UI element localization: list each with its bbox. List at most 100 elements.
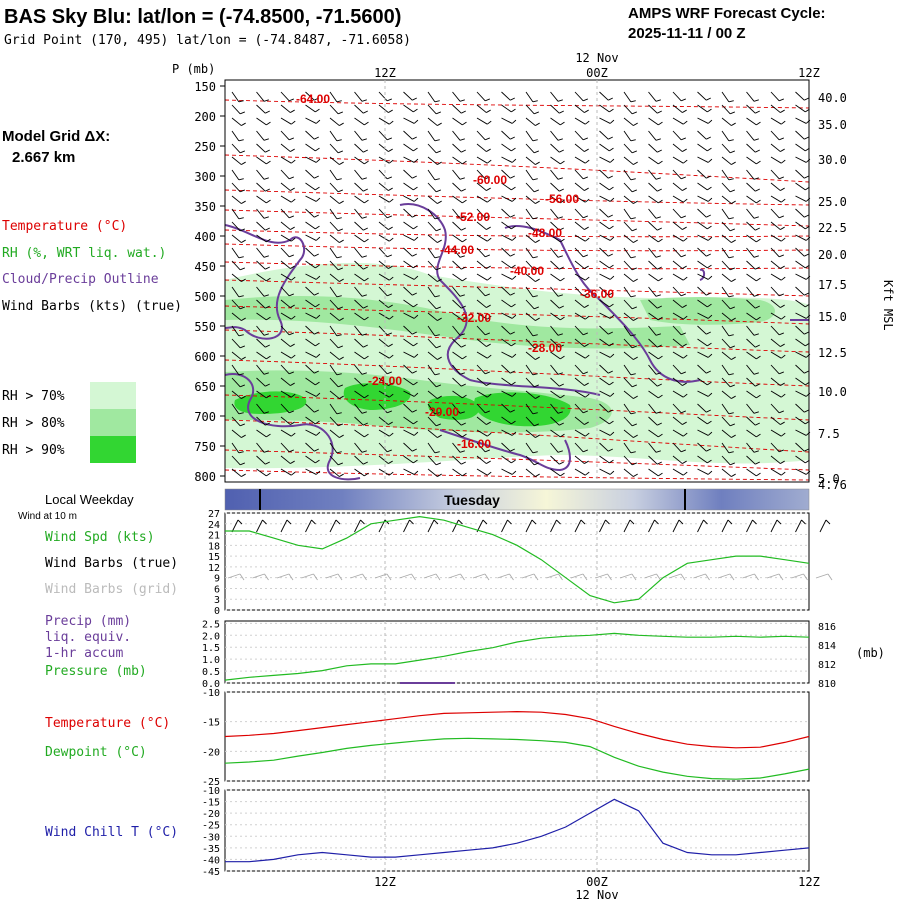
profile-wind-barb-flag xyxy=(361,138,367,141)
surface-wind-barb-grid xyxy=(791,573,804,579)
profile-wind-barb xyxy=(697,312,709,319)
profile-wind-barb-flag xyxy=(387,215,392,219)
profile-wind-barb-flag xyxy=(755,266,760,270)
precip-ticks: 2.52.01.51.00.50.0 xyxy=(202,619,220,690)
profile-wind-barb xyxy=(697,455,708,464)
profile-wind-barb xyxy=(378,156,390,164)
profile-wind-barb-flag xyxy=(487,432,492,437)
profile-wind-barb-flag xyxy=(387,176,392,180)
profile-wind-barb xyxy=(403,338,414,347)
pressure-tick: 800 xyxy=(194,470,216,484)
profile-wind-barb xyxy=(231,143,241,154)
profile-wind-barb-flag xyxy=(459,99,465,102)
profile-wind-barb-flag xyxy=(413,431,419,436)
profile-wind-barb xyxy=(599,299,610,308)
temperature-contour xyxy=(224,305,810,325)
profile-wind-barb-flag xyxy=(412,370,417,374)
profile-wind-barb xyxy=(231,312,242,321)
profile-wind-barb-flag xyxy=(728,334,734,337)
profile-wind-barb-flag xyxy=(681,254,686,258)
profile-wind-barb xyxy=(476,338,487,347)
profile-wind-barb xyxy=(648,234,659,243)
surface-wind-barb-grid xyxy=(546,573,559,579)
profile-wind-barb xyxy=(623,273,634,282)
profile-wind-barb-flag xyxy=(731,356,736,360)
profile-wind-barb-flag xyxy=(364,394,369,399)
profile-wind-barb xyxy=(329,169,338,181)
profile-wind-barb-flag xyxy=(388,187,393,191)
profile-wind-barb-flag xyxy=(756,277,761,282)
pressure-axis-title: P (mb) xyxy=(172,62,215,76)
profile-wind-barb xyxy=(403,403,413,413)
profile-wind-barb-flag xyxy=(682,421,687,425)
profile-wind-barb xyxy=(305,312,317,319)
temp-contour-label: -44.00 xyxy=(440,243,474,257)
profile-wind-barb-flag xyxy=(339,161,344,165)
temperature-contour xyxy=(224,99,810,109)
profile-wind-barb xyxy=(599,351,611,358)
profile-wind-barb xyxy=(305,416,316,425)
profile-wind-barb-flag xyxy=(364,199,369,204)
profile-wind-barb-flag xyxy=(363,227,368,231)
profile-wind-barb-flag xyxy=(584,460,589,464)
profile-wind-barb xyxy=(329,234,340,243)
profile-wind-barb-flag xyxy=(682,109,687,113)
profile-wind-barb-flag xyxy=(681,371,686,375)
profile-wind-barb-flag xyxy=(804,370,809,374)
profile-wind-barb-flag xyxy=(655,99,661,102)
profile-wind-barb-flag xyxy=(240,384,245,388)
profile-wind-barb xyxy=(231,455,241,466)
profile-wind-barb xyxy=(403,429,415,436)
profile-wind-barb-flag xyxy=(315,147,320,152)
profile-wind-barb-flag xyxy=(338,462,343,466)
profile-wind-barb-flag xyxy=(388,460,393,464)
profile-wind-barb-flag xyxy=(413,264,418,269)
profile-wind-barb xyxy=(648,416,658,426)
axis-bottom-date: 12 Nov xyxy=(575,888,618,900)
profile-wind-barb xyxy=(354,312,365,321)
pressure-tick: 200 xyxy=(194,110,216,124)
profile-wind-barb-flag xyxy=(462,238,467,243)
profile-wind-barb xyxy=(623,325,632,337)
profile-wind-barb-flag xyxy=(389,354,394,359)
profile-wind-barb-flag xyxy=(756,199,761,204)
profile-wind-barb xyxy=(574,377,585,386)
profile-wind-barb xyxy=(403,195,415,202)
profile-wind-barb-flag xyxy=(437,161,442,165)
profile-wind-barb xyxy=(476,143,487,152)
profile-wind-barb-flag xyxy=(657,149,662,153)
profile-wind-barb-flag xyxy=(534,189,539,193)
profile-wind-barb-flag xyxy=(681,332,686,336)
profile-wind-barb xyxy=(525,169,534,181)
profile-wind-barb xyxy=(623,377,633,388)
profile-wind-barb-flag xyxy=(361,255,367,258)
profile-wind-barb xyxy=(672,403,682,414)
profile-wind-barb xyxy=(305,286,315,296)
axis-bottom-label-00z: 00Z xyxy=(586,875,608,889)
profile-wind-barb-flag xyxy=(485,215,490,219)
profile-wind-barb xyxy=(525,156,536,165)
profile-wind-barb-flag xyxy=(263,138,269,141)
profile-wind-barb-flag xyxy=(658,472,663,477)
profile-wind-barb-flag xyxy=(462,277,467,282)
kft-tick: 35.0 xyxy=(818,118,847,132)
profile-wind-barb-flag xyxy=(459,255,465,258)
profile-wind-barb-flag xyxy=(315,186,320,191)
profile-wind-barb xyxy=(280,234,292,242)
profile-wind-barb xyxy=(354,130,363,141)
profile-wind-barb xyxy=(648,169,657,180)
profile-wind-barb-flag xyxy=(315,303,320,308)
profile-wind-barb xyxy=(721,299,731,310)
precip-tick: 2.5 xyxy=(202,619,220,630)
profile-wind-barb xyxy=(452,312,463,321)
profile-wind-barb-flag xyxy=(412,175,417,179)
profile-wind-barb-flag xyxy=(364,472,369,477)
precip-pressure-panel xyxy=(224,620,810,684)
kft-tick: 4.76 xyxy=(818,478,847,492)
profile-wind-barb xyxy=(354,208,363,219)
profile-wind-barb-flag xyxy=(706,292,711,296)
profile-wind-barb xyxy=(378,104,389,113)
profile-wind-barb-flag xyxy=(535,122,540,126)
profile-wind-barb xyxy=(305,403,315,413)
profile-wind-barb-flag xyxy=(240,189,245,193)
